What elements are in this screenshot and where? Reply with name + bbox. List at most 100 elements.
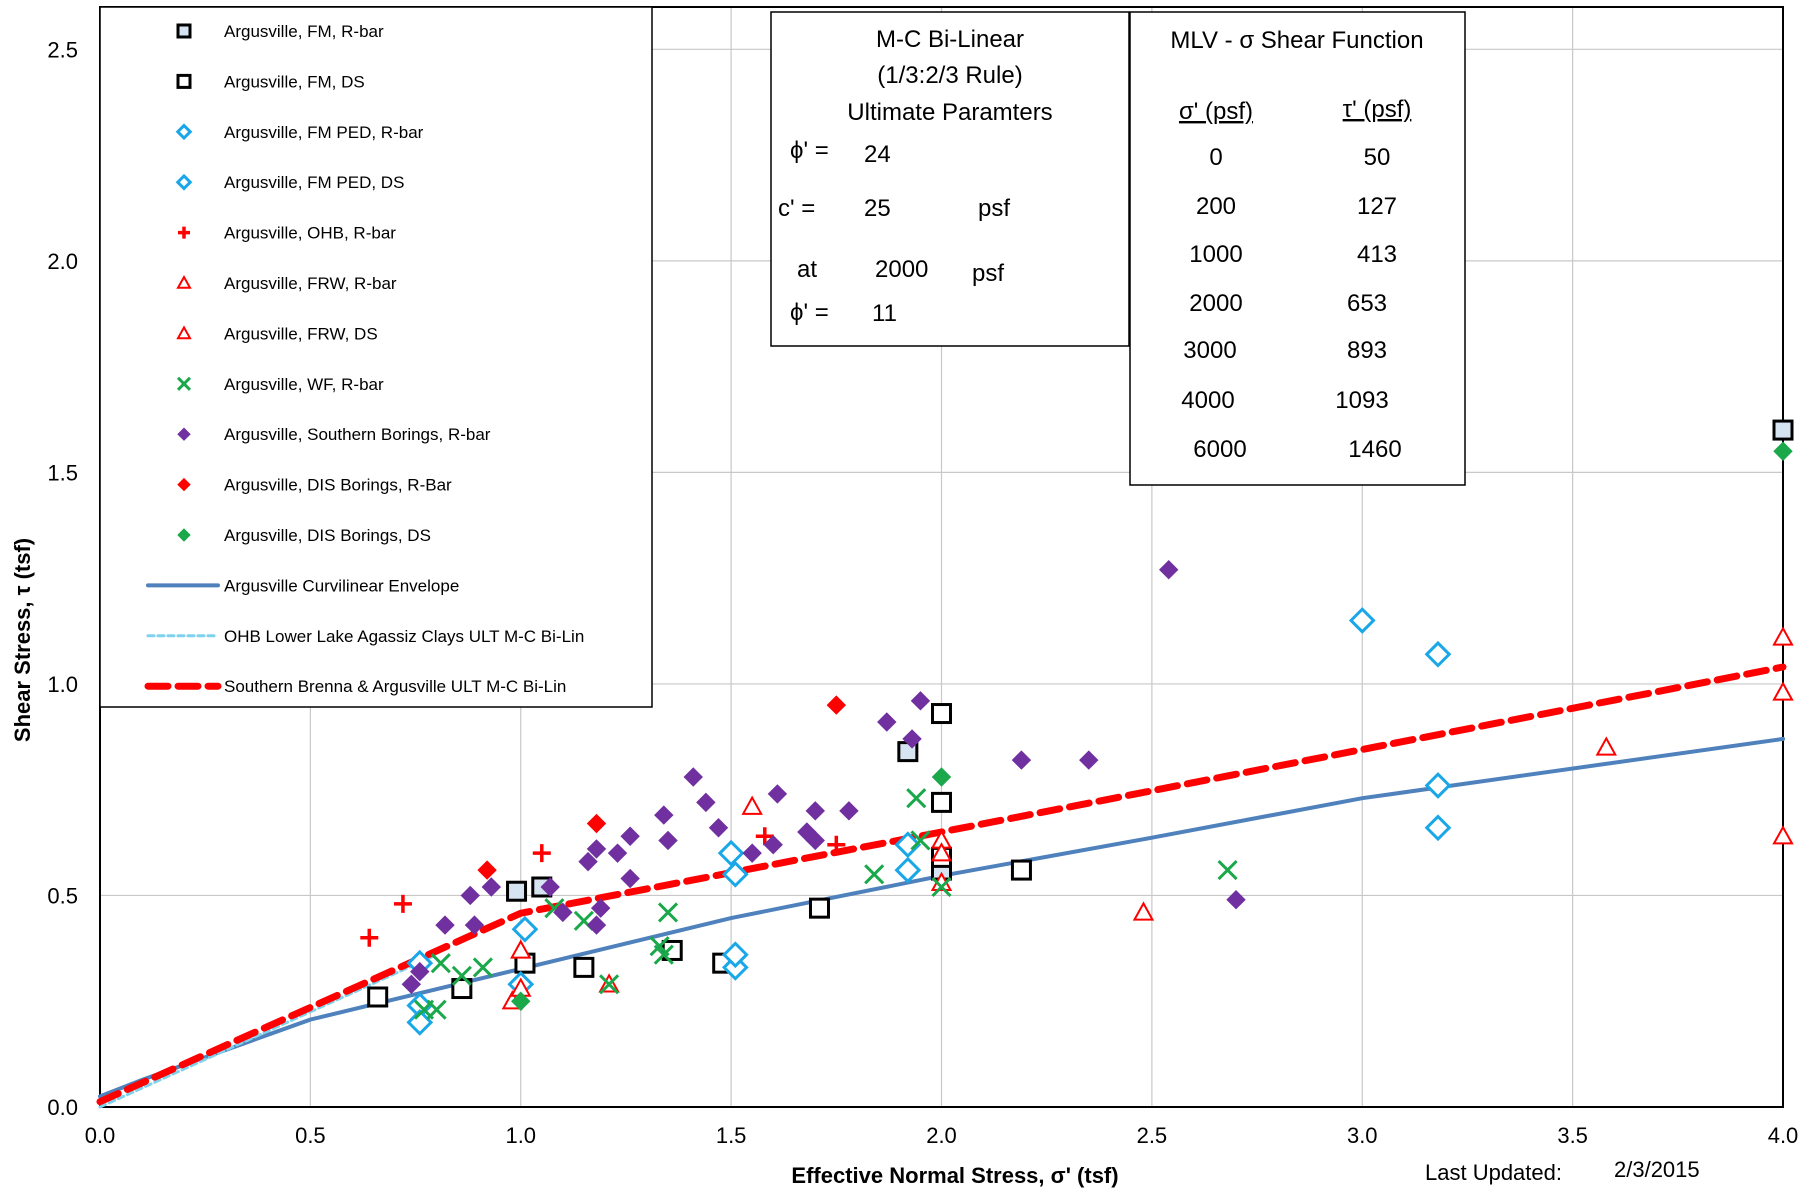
mlv-sigma-cell: 1000 [1189,241,1242,268]
mlv-sigma-cell: 2000 [1189,290,1242,317]
data-point [177,528,191,542]
data-point [426,999,447,1020]
mlv-tau-cell: 50 [1364,144,1391,171]
mlv-tau-cell: 653 [1347,290,1387,317]
data-point [717,839,745,867]
data-point [1772,419,1794,441]
mc-box-frame [770,11,1130,347]
legend-label: Argusville, WF, R-bar [224,375,384,394]
legend: Argusville, FM, R-bar Argusville, FM, DS A… [99,6,653,708]
y-tick-label: 0.5 [47,883,78,908]
legend-label: Argusville, DIS Borings, R-Bar [224,476,452,495]
data-point [1132,901,1155,921]
mlv-tau-cell: 127 [1357,193,1397,220]
data-point [906,788,927,809]
data-point [460,885,480,906]
mc-title-line2: (1/3:2/3 Rule) [877,62,1022,89]
legend-label: OHB Lower Lake Agassiz Clays ULT M-C Bi-… [224,627,584,646]
data-point [506,880,528,902]
x-tick-label: 1.5 [716,1123,747,1148]
data-point [826,695,847,715]
x-tick-label: 3.5 [1557,1123,1588,1148]
data-point [410,961,430,982]
data-point [406,1009,434,1036]
mc-at-label: at [797,256,817,283]
data-point [931,703,952,725]
data-point [532,844,551,863]
x-tick-label: 0.5 [295,1123,326,1148]
data-point [1010,859,1032,881]
data-point [741,795,763,815]
data-point [360,928,379,947]
mlv-col1-header: σ' (psf) [1179,98,1253,125]
data-point [177,477,191,492]
last-updated-value: 2/3/2015 [1614,1157,1700,1182]
data-point [430,953,451,974]
data-point [176,73,192,89]
mlv-sigma-cell: 3000 [1183,337,1236,364]
legend-label: Argusville, FM, DS [224,72,365,91]
x-tick-label: 0.0 [85,1123,116,1148]
mc-phi-value: 24 [864,141,891,168]
data-point [721,941,749,969]
mc-at-value: 2000 [875,256,928,283]
envelope-line [98,953,439,1109]
legend-label: Argusville, FRW, DS [224,324,378,343]
data-point [451,978,473,1000]
data-point [1772,626,1794,646]
mlv-tau-cell: 893 [1347,337,1387,364]
data-point [553,902,573,923]
data-point [930,842,953,862]
data-point [451,965,472,986]
x-tick-label: 2.5 [1137,1123,1168,1148]
data-point [827,835,846,854]
mlv-box-frame [1129,11,1466,486]
x-tick-label: 2.0 [926,1123,957,1148]
data-point [894,831,922,859]
data-point [510,939,532,959]
mlv-sigma-cell: 0 [1209,144,1222,171]
data-point [176,274,192,289]
data-point [477,860,497,880]
data-point [586,839,607,859]
mlv-shear-function-box: MLV - σ Shear Function σ' (psf) τ' (psf)… [1129,11,1466,486]
data-point [1011,750,1032,770]
data-point [1772,825,1794,845]
data-point [481,877,502,897]
data-point [511,915,539,943]
x-tick-label: 3.0 [1347,1123,1378,1148]
y-tick-label: 2.0 [47,249,78,274]
data-point [586,813,607,834]
data-point [175,173,193,191]
data-point [763,834,783,855]
legend-label: Argusville, FM PED, DS [224,173,404,192]
data-point [755,827,774,846]
legend-label: Argusville, FM PED, R-bar [224,123,424,142]
data-point [653,944,674,965]
mlv-sigma-cell: 4000 [1181,387,1234,414]
legend-label: Southern Brenna & Argusville ULT M-C Bi-… [224,677,566,696]
data-point [931,791,952,813]
data-point [620,868,640,889]
x-tick-label: 1.0 [505,1123,536,1148]
data-point [607,843,628,863]
legend-label: Argusville, FM, R-bar [224,22,384,41]
data-point [1158,559,1179,580]
mc-parameters-box: M-C Bi-Linear (1/3:2/3 Rule) Ultimate Pa… [770,11,1130,347]
data-point [931,876,952,898]
data-point [808,897,830,919]
data-point [1424,640,1452,668]
data-point [176,325,192,340]
mc-title-line3: Ultimate Paramters [847,99,1052,126]
data-point [435,915,455,935]
data-point [620,826,640,846]
data-point [910,691,931,711]
data-point [1217,860,1238,881]
last-updated-label: Last Updated: [1425,1160,1562,1185]
data-point [805,830,825,851]
x-tick-label: 4.0 [1768,1123,1799,1148]
data-point [708,818,729,838]
mlv-sigma-cell: 6000 [1193,436,1246,463]
data-point [1348,607,1376,634]
